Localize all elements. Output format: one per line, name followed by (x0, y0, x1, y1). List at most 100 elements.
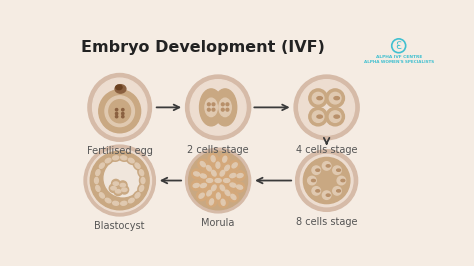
Ellipse shape (105, 96, 135, 127)
Ellipse shape (237, 185, 243, 189)
Ellipse shape (223, 156, 227, 162)
Ellipse shape (326, 165, 330, 167)
Ellipse shape (128, 158, 134, 163)
Circle shape (208, 154, 218, 164)
Ellipse shape (133, 191, 142, 200)
Ellipse shape (211, 156, 215, 162)
Ellipse shape (135, 193, 140, 198)
Ellipse shape (319, 188, 334, 202)
Ellipse shape (193, 184, 199, 188)
Ellipse shape (120, 184, 126, 187)
Ellipse shape (122, 188, 127, 192)
Ellipse shape (334, 97, 339, 100)
Circle shape (199, 181, 209, 190)
Circle shape (228, 171, 238, 181)
Ellipse shape (330, 184, 344, 198)
Circle shape (111, 179, 120, 188)
Ellipse shape (211, 170, 216, 176)
Circle shape (116, 109, 118, 111)
Ellipse shape (309, 89, 328, 107)
Circle shape (186, 75, 251, 140)
Ellipse shape (305, 174, 319, 188)
Ellipse shape (116, 190, 121, 193)
Circle shape (189, 151, 247, 210)
Ellipse shape (225, 190, 230, 196)
Circle shape (84, 145, 155, 216)
Ellipse shape (317, 97, 322, 100)
Ellipse shape (135, 163, 140, 168)
Ellipse shape (88, 73, 152, 141)
Text: Morula: Morula (201, 218, 235, 228)
Ellipse shape (330, 163, 344, 177)
Ellipse shape (139, 170, 144, 176)
Ellipse shape (217, 193, 220, 199)
Ellipse shape (110, 200, 121, 207)
Circle shape (221, 108, 224, 111)
Ellipse shape (225, 165, 229, 171)
Circle shape (114, 187, 122, 196)
Circle shape (222, 163, 232, 173)
Circle shape (303, 157, 350, 204)
Circle shape (294, 75, 359, 140)
Ellipse shape (337, 176, 346, 185)
Circle shape (235, 182, 245, 192)
Circle shape (191, 180, 201, 190)
Ellipse shape (230, 173, 236, 178)
Circle shape (118, 181, 127, 189)
Circle shape (191, 169, 202, 179)
Circle shape (235, 171, 245, 181)
Circle shape (120, 186, 128, 194)
Text: ALPHA WOMEN'S SPECIALISTS: ALPHA WOMEN'S SPECIALISTS (364, 60, 434, 64)
Circle shape (218, 183, 228, 193)
Ellipse shape (119, 200, 129, 207)
Ellipse shape (333, 187, 341, 195)
Ellipse shape (141, 177, 145, 184)
Ellipse shape (94, 184, 101, 193)
Ellipse shape (334, 174, 348, 188)
Ellipse shape (201, 174, 206, 178)
Ellipse shape (237, 174, 243, 178)
Ellipse shape (231, 194, 236, 200)
Circle shape (208, 103, 210, 106)
Text: Embryo Development (IVF): Embryo Development (IVF) (81, 40, 325, 55)
Circle shape (229, 160, 240, 170)
Ellipse shape (100, 163, 104, 168)
Ellipse shape (308, 176, 316, 185)
Ellipse shape (219, 98, 231, 117)
Ellipse shape (221, 199, 225, 205)
Circle shape (122, 115, 124, 118)
Ellipse shape (207, 178, 213, 182)
Ellipse shape (220, 170, 225, 176)
Ellipse shape (113, 156, 118, 160)
Ellipse shape (312, 92, 324, 104)
Circle shape (299, 80, 355, 135)
Text: Blastocyst: Blastocyst (94, 221, 145, 231)
Ellipse shape (94, 168, 101, 177)
Circle shape (296, 150, 357, 211)
Circle shape (228, 180, 238, 190)
Ellipse shape (215, 178, 221, 182)
Ellipse shape (206, 165, 211, 171)
Circle shape (104, 160, 141, 197)
Text: ALPHA IVF CENTRE: ALPHA IVF CENTRE (375, 55, 422, 59)
Circle shape (208, 108, 210, 111)
Ellipse shape (98, 191, 106, 200)
Ellipse shape (98, 161, 106, 170)
Circle shape (226, 108, 229, 111)
Circle shape (222, 188, 232, 198)
Circle shape (198, 171, 209, 181)
Ellipse shape (333, 166, 341, 174)
Circle shape (300, 154, 353, 207)
Ellipse shape (312, 111, 324, 122)
Circle shape (220, 154, 230, 164)
Circle shape (222, 176, 232, 186)
Ellipse shape (309, 107, 328, 126)
Ellipse shape (224, 178, 230, 182)
Ellipse shape (329, 111, 341, 122)
Ellipse shape (213, 89, 237, 126)
Ellipse shape (133, 161, 142, 170)
Ellipse shape (200, 89, 223, 126)
Ellipse shape (337, 169, 340, 171)
Circle shape (212, 108, 215, 111)
Ellipse shape (205, 98, 218, 117)
